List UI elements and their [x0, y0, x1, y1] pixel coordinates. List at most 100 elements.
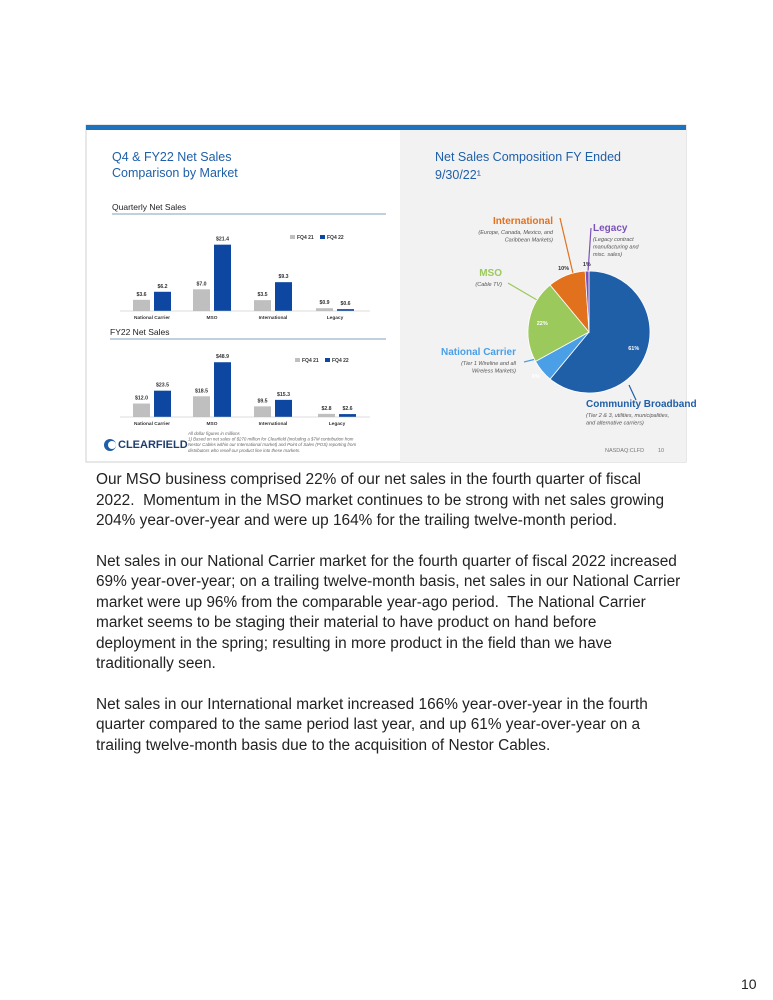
bar — [316, 308, 333, 311]
body-text: Our MSO business comprised 22% of our ne… — [96, 470, 696, 776]
slide-number: 10 — [658, 448, 664, 454]
logo-icon — [104, 439, 116, 451]
slice-description: (Cable TV) — [475, 282, 502, 288]
bar — [318, 413, 335, 417]
legend-swatch — [295, 358, 300, 362]
slice-name: Legacy — [593, 223, 628, 234]
bar — [133, 299, 150, 311]
chart-title: Quarterly Net Sales — [112, 202, 186, 212]
footnote: All dollar figures in millions — [187, 431, 241, 436]
slice-name: National Carrier — [441, 347, 516, 358]
top-bar — [86, 125, 686, 130]
bar — [154, 291, 171, 311]
legend-label: FQ4 22 — [327, 235, 344, 241]
paragraph: Our MSO business comprised 22% of our ne… — [96, 470, 696, 532]
bar — [193, 289, 210, 311]
callout — [587, 227, 592, 273]
slice-name: Community Broadband — [586, 399, 697, 410]
slice-name: International — [493, 216, 553, 227]
slice-description: Wireless Markets) — [472, 369, 516, 375]
slice-description: (Tier 2 & 3, utilities, municipalities, — [586, 413, 669, 419]
data-label: $18.5 — [195, 388, 208, 394]
data-label: $15.3 — [277, 392, 290, 398]
text-line: deployment in the spring; resulting in m… — [96, 634, 612, 652]
slice-description: (Tier 1 Wireline and all — [461, 361, 517, 367]
text-line: market were up 96% from the comparable y… — [96, 593, 646, 611]
slice-label: 61% — [628, 346, 639, 352]
text-line: market seems to be staging their materia… — [96, 614, 597, 631]
data-label: $0.6 — [340, 301, 350, 307]
bar — [214, 362, 231, 417]
x-tick-label: Legacy — [329, 421, 346, 427]
bar — [339, 414, 356, 417]
legend-label: FQ4 22 — [332, 358, 349, 364]
chart-title: FY22 Net Sales — [110, 327, 170, 337]
paragraph: Net sales in our National Carrier market… — [96, 552, 696, 675]
pie-slice — [549, 270, 651, 394]
slice-description: and alternative carriers) — [586, 421, 644, 427]
slice-name: MSO — [479, 268, 502, 279]
data-label: $2.8 — [321, 406, 331, 412]
legend-swatch — [320, 235, 325, 239]
footnote: Nestor Cables within our International m… — [188, 442, 356, 447]
callout — [559, 217, 576, 283]
text-line: trailing twelve-month basis due to the a… — [96, 736, 551, 754]
data-label: $6.2 — [157, 284, 167, 290]
slice-label: 22% — [537, 321, 548, 327]
x-tick-label: International — [259, 421, 288, 427]
slide: CLEARFIELD NASDAQ:CLFD 10 Q4 & FY22 Net … — [85, 124, 697, 463]
bar — [254, 300, 271, 311]
pie-slice — [584, 270, 590, 333]
slice-label: 1% — [583, 262, 591, 268]
bar — [133, 403, 150, 417]
logo: CLEARFIELD — [118, 439, 188, 451]
bar — [154, 390, 171, 417]
callout — [507, 282, 538, 301]
data-label: $9.3 — [278, 274, 288, 280]
page-number: 10 — [741, 976, 757, 992]
left-title: Q4 & FY22 Net Sales — [112, 150, 232, 164]
data-label: $0.9 — [319, 300, 329, 306]
slice-description: misc. sales) — [593, 252, 622, 258]
left-title: Comparison by Market — [112, 166, 238, 180]
text-line: Our MSO business comprised 22% of our ne… — [96, 471, 641, 488]
right-title: 9/30/22¹ — [435, 168, 481, 182]
slice-description: (Legacy contract — [593, 237, 634, 243]
bar — [254, 406, 271, 417]
bar — [214, 244, 231, 311]
bar — [275, 399, 292, 417]
data-label: $12.0 — [135, 396, 148, 402]
legend-label: FQ4 21 — [297, 235, 314, 241]
data-label: $21.4 — [216, 237, 229, 243]
slice-description: manufacturing and — [593, 245, 639, 251]
data-label: $2.6 — [342, 406, 352, 412]
callout — [628, 384, 637, 401]
legend-label: FQ4 21 — [302, 358, 319, 364]
text-line: traditionally seen. — [96, 655, 216, 672]
text-line: Net sales in our National Carrier market… — [96, 552, 677, 570]
data-label: $23.5 — [156, 383, 169, 389]
x-tick-label: MSO — [207, 421, 218, 427]
text-line: Net sales in our International market in… — [96, 695, 648, 713]
text-line: 204% year-over-year and were up 164% for… — [96, 512, 617, 529]
right-title: Net Sales Composition FY Ended — [435, 150, 621, 164]
x-tick-label: National Carrier — [134, 421, 170, 427]
data-label: $3.5 — [257, 292, 267, 298]
footnote: 1) Based on net sales of $270 million fo… — [188, 437, 354, 442]
footer: NASDAQ:CLFD — [605, 448, 644, 454]
bar — [337, 309, 354, 311]
slice-label: 6% — [532, 374, 540, 380]
slice-description: (Europe, Canada, Mexico, and — [478, 230, 554, 236]
footnote: distributors who resell our product line… — [188, 448, 300, 453]
slice-description: Caribbean Markets) — [505, 238, 553, 244]
text-line: 69% year-over-year; on a trailing twelve… — [96, 573, 681, 590]
legend-swatch — [290, 235, 295, 239]
pie-slice — [527, 284, 590, 362]
data-label: $48.9 — [216, 354, 229, 360]
bar — [275, 282, 292, 311]
text-line: 2022. Momentum in the MSO market continu… — [96, 491, 665, 509]
data-label: $7.0 — [196, 281, 206, 287]
text-line: quarter compared to the same period last… — [96, 716, 641, 733]
x-tick-label: International — [259, 315, 288, 321]
